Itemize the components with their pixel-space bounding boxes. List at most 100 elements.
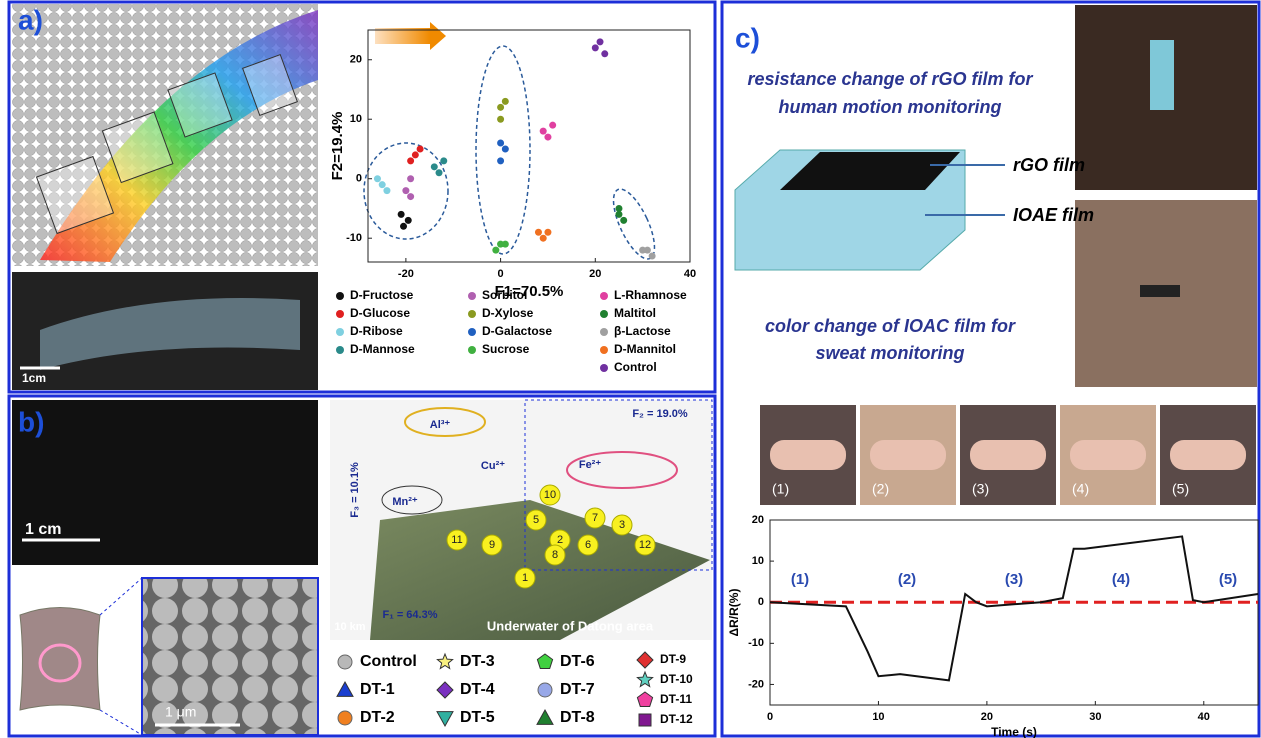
film-label: rGO film <box>1013 155 1085 175</box>
legend-swatch <box>600 328 608 336</box>
legend-label: β-Lactose <box>614 324 671 338</box>
x-tick-label: 30 <box>1089 711 1101 723</box>
point <box>497 157 505 165</box>
pin-label: 3 <box>619 519 625 531</box>
scale-label: 1cm <box>22 371 46 385</box>
legend-swatch <box>436 652 454 670</box>
film-on-neck <box>1150 40 1174 110</box>
pin-label: 2 <box>557 534 563 546</box>
legend-swatch <box>536 653 554 669</box>
films <box>35 54 298 235</box>
panel-label: b) <box>18 406 44 437</box>
x-tick-label: -20 <box>398 268 414 280</box>
pin-label: 6 <box>585 539 591 551</box>
photo-label: (1) <box>772 481 789 497</box>
pin <box>634 534 656 556</box>
legend-label: L-Rhamnose <box>614 288 687 302</box>
point <box>534 228 542 236</box>
plot-label: Al³⁺ <box>430 419 451 431</box>
point <box>615 210 623 218</box>
point <box>501 240 509 248</box>
legend-swatch <box>468 310 476 318</box>
chip <box>19 607 101 711</box>
pin <box>577 534 599 556</box>
y-tick-label: -10 <box>346 232 362 244</box>
annotation: (4) <box>1112 571 1130 588</box>
legend-label: DT-6 <box>560 653 595 670</box>
rgo-layer <box>780 152 960 190</box>
legend-label: Control <box>614 360 657 374</box>
y-tick-label: 0 <box>356 173 362 185</box>
legend-swatch <box>436 711 454 728</box>
arm <box>770 440 846 470</box>
x-tick-label: 20 <box>981 711 993 723</box>
point <box>539 127 547 135</box>
legend-swatch <box>638 713 652 727</box>
legend-label: DT-4 <box>460 681 495 698</box>
plot-label: F₂ = 19.0% <box>632 408 688 420</box>
legend-swatch <box>468 292 476 300</box>
film-on-neck <box>1140 285 1180 297</box>
zoom-box <box>524 399 713 571</box>
point <box>402 187 410 195</box>
y-tick-label: -20 <box>748 678 764 690</box>
rainbow <box>40 10 318 262</box>
point <box>373 175 381 183</box>
point <box>400 222 408 230</box>
pin <box>481 534 503 556</box>
frames <box>7 0 1261 738</box>
legend-label: D-Glucose <box>350 306 410 320</box>
arm <box>1170 440 1246 470</box>
legend-label: DT-3 <box>460 653 495 670</box>
legend-label: DT-10 <box>660 672 693 686</box>
legend-swatch <box>436 681 454 699</box>
legend-label: D-Ribose <box>350 324 403 338</box>
y-tick-label: 10 <box>752 555 764 567</box>
annotation: (5) <box>1219 571 1237 588</box>
point <box>440 157 448 165</box>
line <box>769 535 1259 682</box>
point <box>492 246 500 254</box>
plot-label: F₁ = 64.3% <box>383 609 438 621</box>
photo-label: (4) <box>1072 481 1089 497</box>
photo-label: (5) <box>1172 481 1189 497</box>
y-axis-label: ΔR/R(%) <box>727 589 741 637</box>
legend-swatch <box>468 346 476 354</box>
plot-label: 10 km <box>334 621 365 633</box>
point <box>544 133 552 141</box>
arm <box>870 440 946 470</box>
plot-frame <box>367 29 691 263</box>
legend-label: Control <box>360 653 417 670</box>
pin <box>611 514 633 536</box>
pointer-arrows <box>925 164 1005 216</box>
y-tick-label: 0 <box>758 596 764 608</box>
legend-swatch <box>636 651 654 669</box>
legend-label: DT-5 <box>460 709 495 726</box>
legend-swatch <box>337 654 353 670</box>
scale-label: 1 cm <box>25 521 61 538</box>
legend-swatch <box>468 328 476 336</box>
legend-swatch <box>337 710 353 726</box>
caption: resistance change of rGO film for <box>747 69 1033 89</box>
x-tick-label: 10 <box>872 711 884 723</box>
point <box>407 175 415 183</box>
legend-label: D-Fructose <box>350 288 414 302</box>
x-tick-label: 40 <box>684 268 696 280</box>
cluster-ellipses <box>363 45 656 260</box>
array-photo <box>12 400 318 565</box>
y-axis-label: F2=19.4% <box>329 112 346 181</box>
point <box>435 169 443 177</box>
legend-swatch <box>537 682 553 698</box>
legend-label: D-Mannose <box>350 342 415 356</box>
legend-swatch <box>336 328 344 336</box>
legend-swatch <box>600 292 608 300</box>
legend-swatch <box>636 670 654 688</box>
legend-label: DT-11 <box>660 692 692 706</box>
y-tick-label: -10 <box>748 637 764 649</box>
point <box>407 193 415 201</box>
point <box>497 115 505 123</box>
legend-label: D-Galactose <box>482 324 552 338</box>
pin-label: 12 <box>639 539 651 551</box>
scale-label: 1 μm <box>165 704 196 720</box>
legend-swatch <box>336 346 344 354</box>
